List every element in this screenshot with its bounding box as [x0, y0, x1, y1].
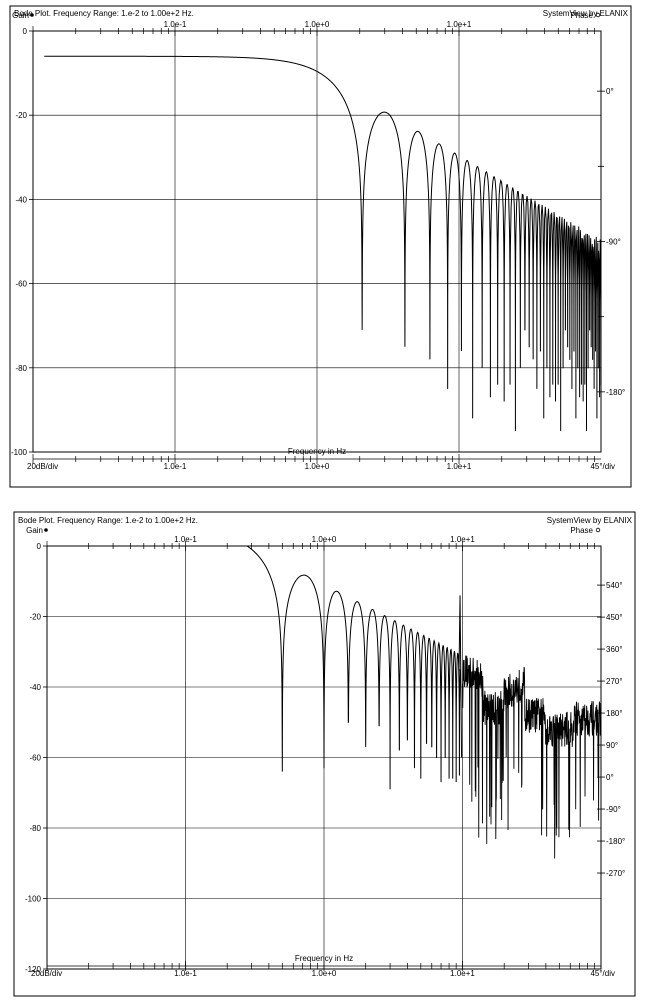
x-tick-label-bottom: 1.0e-1: [164, 462, 187, 471]
phase-tick-label: 450°: [606, 613, 623, 622]
phase-tick-label: 180°: [606, 709, 623, 718]
gain-series-noise: [462, 655, 602, 859]
gain-series-line: [130, 545, 463, 790]
y-tick-label: -120: [25, 965, 42, 974]
x-tick-label-bottom: 1.0e+0: [305, 462, 330, 471]
gain-series-line: [44, 55, 602, 431]
phase-scale-label: 45°/div: [590, 969, 615, 978]
gain-axis-label: Gain: [12, 11, 29, 20]
x-tick-label-top: 1.0e+1: [447, 20, 472, 29]
y-tick-label: -80: [29, 824, 41, 833]
phase-legend-circle-icon: [595, 12, 601, 18]
y-tick-label: -20: [29, 613, 41, 622]
x-tick-label-bottom: 1.0e+1: [450, 969, 475, 978]
x-tick-label-bottom: 1.0e-1: [174, 969, 197, 978]
chart-title: Bode Plot. Frequency Range: 1.e-2 to 1.0…: [14, 9, 194, 18]
phase-tick-label: -90°: [606, 238, 621, 247]
chart-title: Bode Plot. Frequency Range: 1.e-2 to 1.0…: [18, 516, 198, 525]
y-tick-label: -60: [29, 754, 41, 763]
bode-plot-top: Bode Plot. Frequency Range: 1.e-2 to 1.0…: [9, 5, 632, 488]
y-tick-label: -60: [15, 280, 27, 289]
bode-plot-bottom: Bode Plot. Frequency Range: 1.e-2 to 1.0…: [13, 511, 636, 997]
phase-tick-label: 0°: [606, 773, 614, 782]
gain-scale-label: 20dB/div: [27, 462, 58, 471]
x-tick-label-top: 1.0e+0: [312, 535, 337, 544]
brand-label: SystemView by ELANIX: [543, 9, 629, 18]
gain-axis-label: Gain: [26, 526, 43, 535]
phase-tick-label: 90°: [606, 741, 618, 750]
y-tick-label: -40: [29, 683, 41, 692]
x-axis-title: Frequency in Hz: [288, 447, 346, 456]
y-tick-label: -40: [15, 195, 27, 204]
phase-tick-label: -270°: [606, 869, 625, 878]
y-tick-label: 0: [23, 27, 28, 36]
brand-label: SystemView by ELANIX: [547, 516, 633, 525]
x-axis-title: Frequency in Hz: [295, 954, 353, 963]
panel-frame: [9, 5, 632, 488]
x-tick-label-top: 1.0e+1: [450, 535, 475, 544]
y-tick-label: -100: [11, 448, 28, 457]
x-tick-label-top: 1.0e-1: [164, 20, 187, 29]
x-tick-label-top: 1.0e+0: [305, 20, 330, 29]
y-tick-label: -20: [15, 111, 27, 120]
x-tick-label-bottom: 1.0e+0: [312, 969, 337, 978]
phase-axis-label: Phase: [570, 526, 593, 535]
phase-axis-label: Phase: [570, 11, 593, 20]
y-tick-label: 0: [37, 542, 42, 551]
phase-tick-label: 270°: [606, 677, 623, 686]
phase-tick-label: -180°: [606, 837, 625, 846]
phase-tick-label: 360°: [606, 645, 623, 654]
y-tick-label: -100: [25, 895, 42, 904]
gain-legend-dot-icon: [44, 528, 48, 532]
phase-tick-label: -180°: [606, 388, 625, 397]
x-tick-label-top: 1.0e-1: [174, 535, 197, 544]
gain-legend-dot-icon: [30, 13, 34, 17]
phase-tick-label: -90°: [606, 805, 621, 814]
y-tick-label: -80: [15, 364, 27, 373]
phase-tick-label: 0°: [606, 87, 614, 96]
panel-frame: [13, 511, 636, 997]
gain-scale-label: 20dB/div: [31, 969, 62, 978]
phase-scale-label: 45°/div: [590, 462, 615, 471]
phase-legend-circle-icon: [595, 527, 601, 533]
x-tick-label-bottom: 1.0e+1: [447, 462, 472, 471]
phase-tick-label: 540°: [606, 581, 623, 590]
